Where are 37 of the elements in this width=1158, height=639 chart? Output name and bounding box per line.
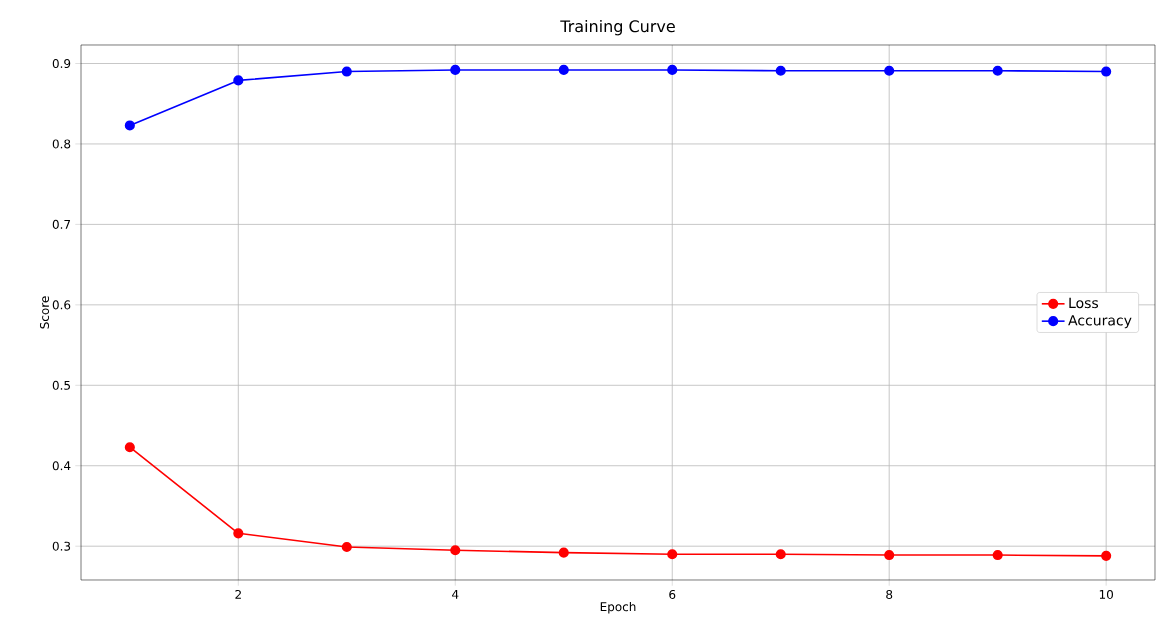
x-axis-title: Epoch: [600, 601, 636, 614]
chart-title: Training Curve: [560, 19, 675, 36]
x-tick-label: 10: [1099, 589, 1113, 600]
point: [558, 547, 569, 558]
y-tick-label: 0.9: [52, 58, 71, 69]
y-tick-label: 0.6: [52, 300, 71, 310]
point: [124, 120, 135, 131]
point: [1101, 550, 1112, 561]
point: [884, 549, 895, 561]
x-tick-label: 6: [669, 589, 676, 600]
x-tick-label: 8: [886, 589, 893, 600]
point: [775, 65, 786, 76]
point: [667, 549, 678, 560]
point: [775, 549, 786, 560]
point: [1101, 66, 1112, 77]
point: [992, 549, 1003, 561]
y-tick-label: 0.5: [52, 380, 70, 390]
point: [233, 75, 244, 86]
point: [450, 64, 461, 75]
y-axis-title: Score: [39, 296, 50, 329]
point: [667, 64, 678, 75]
point: [992, 65, 1003, 76]
point: [341, 66, 352, 77]
x-tick-label: 2: [235, 589, 241, 599]
legend-label: Accuracy: [1068, 315, 1132, 329]
legend-label: Loss: [1069, 297, 1099, 309]
point: [884, 65, 895, 76]
y-tick-label: 0.4: [52, 461, 71, 471]
x-tick-label: 4: [452, 589, 459, 599]
point: [124, 442, 135, 453]
point: [450, 545, 461, 556]
y-tick-label: 0.7: [52, 219, 71, 229]
y-tick-label: 0.8: [52, 139, 71, 149]
point: [558, 64, 569, 75]
point: [341, 541, 352, 553]
y-tick-label: 0.3: [52, 541, 71, 551]
point: [233, 528, 244, 539]
